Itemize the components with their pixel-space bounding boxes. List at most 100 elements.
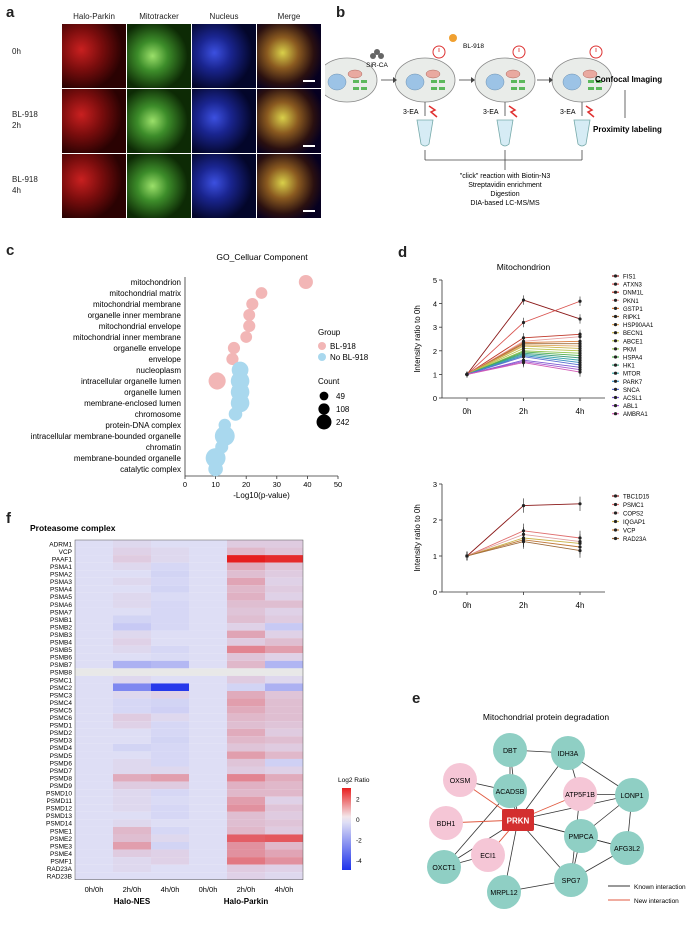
panel-c-label: c (6, 242, 15, 259)
node-label: SPG7 (562, 878, 581, 885)
heatmap-cell (227, 691, 265, 699)
network-node (493, 774, 527, 808)
heatmap-cell (75, 758, 113, 767)
series-point (465, 372, 469, 376)
series-point (521, 504, 526, 508)
network-node (493, 733, 527, 767)
heatmap-cell (113, 728, 151, 737)
heatmap-cell (75, 819, 113, 827)
term-label: mitochondrial inner membrane (73, 333, 182, 342)
series-point (578, 502, 582, 506)
panel-a-label: a (6, 4, 15, 21)
light-icon (508, 105, 518, 118)
legend-label: GSTP1 (623, 307, 643, 313)
series-point (465, 554, 469, 558)
x-tick-label: 10 (211, 480, 219, 489)
workflow-cell (551, 45, 613, 103)
heatmap-cell (227, 834, 265, 842)
heatmap-cell (265, 751, 303, 759)
heatmap-cell (75, 562, 113, 571)
gene-label: PSMD11 (46, 798, 72, 805)
heatmap-cell (151, 592, 189, 601)
dot-point (205, 448, 226, 468)
node-label: BDH1 (437, 821, 456, 828)
heatmap-cell (113, 826, 151, 835)
dot-point (208, 461, 223, 477)
legend-label: ACSL1 (623, 396, 643, 402)
legend-label: FIS1 (623, 275, 636, 281)
y-tick-label: 2 (433, 347, 437, 356)
heatmap-cell (75, 668, 113, 676)
gene-label: ADRM1 (49, 541, 72, 548)
x-tick-label: 20 (242, 480, 250, 489)
dot-point (243, 319, 256, 333)
gene-label: PSMB3 (50, 632, 72, 639)
heatmap-cell (151, 653, 189, 661)
term-label: envelope (149, 355, 182, 364)
legend-label: AMBRA1 (623, 412, 648, 418)
node-label: OXSM (450, 778, 471, 785)
heatmap-cell (151, 615, 189, 624)
heatmap-cell (151, 706, 189, 714)
panel-a-column-label: Halo-Parkin (73, 12, 115, 21)
heatmap-cell (151, 691, 189, 699)
heatmap-cell (189, 585, 227, 593)
heatmap-cell (189, 668, 227, 676)
x-tick-label: 4h (576, 601, 585, 610)
gene-label: PSMC2 (50, 685, 73, 692)
legend-new-label: New interaction (634, 898, 679, 905)
heatmap-cell (265, 691, 303, 699)
heatmap-cell (227, 758, 265, 767)
gene-label: PSMC3 (50, 692, 73, 699)
heatmap-cell (151, 540, 189, 548)
legend-dot (613, 519, 618, 524)
heatmap-cell (151, 743, 189, 752)
gene-label: PSME3 (50, 843, 72, 850)
heatmap-cell (265, 796, 303, 805)
heatmap-cell (265, 789, 303, 797)
dot-point (243, 309, 256, 321)
heatmap-cell (227, 781, 265, 790)
heatmap-cell (75, 736, 113, 744)
x-tick-label: 50 (334, 480, 342, 489)
panel-a-column-label: Mitotracker (139, 12, 179, 21)
colorbar (342, 788, 351, 870)
gene-label: PSMB6 (50, 655, 72, 662)
legend-label: ABL1 (623, 404, 638, 410)
panel-a-row-label: BL-918 2h (12, 110, 38, 130)
heatmap-cell (113, 540, 151, 548)
heatmap-cell (113, 857, 151, 865)
heatmap-cell (189, 864, 227, 873)
heatmap-cell (189, 857, 227, 865)
heatmap-cell (227, 630, 265, 639)
panel-a-row-label: 0h (12, 47, 21, 56)
heatmap-cell (113, 834, 151, 842)
heatmap-cell (227, 540, 265, 548)
heatmap-cell (227, 698, 265, 707)
panel-c-go-dotplot: GO_Celluar Component mitochondrion mitocho… (31, 252, 369, 500)
heatmap-cell (113, 796, 151, 805)
heatmap-cell (189, 600, 227, 608)
sir-ca-label: SiR-CA (366, 62, 388, 69)
heatmap-cell (189, 570, 227, 578)
gene-label: PSMB4 (50, 640, 72, 647)
gene-label: PSME1 (50, 828, 72, 835)
heatmap-cell (189, 562, 227, 571)
gene-label: PSMD14 (46, 821, 72, 828)
series-point (521, 320, 526, 325)
legend-count-dot (316, 414, 332, 430)
heatmap-cell (113, 570, 151, 578)
dot-point (226, 352, 239, 366)
column-label: 4h/0h (161, 885, 180, 894)
series-point (578, 549, 582, 553)
heatmap-cell (189, 743, 227, 752)
heatmap-cell (113, 721, 151, 729)
heatmap-border (74, 539, 304, 880)
heatmap-cell (265, 849, 303, 858)
heatmap-cell (189, 630, 227, 639)
gene-label: PSMD9 (50, 783, 73, 790)
node-label: AFG3L2 (614, 846, 640, 853)
term-label: mitochondrial envelope (99, 322, 182, 331)
y-tick-label: 5 (433, 276, 437, 285)
